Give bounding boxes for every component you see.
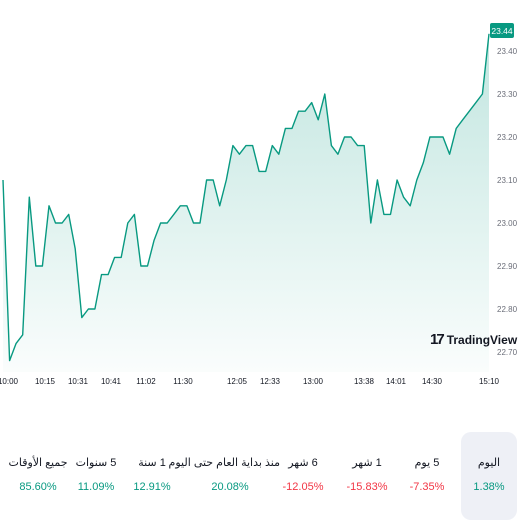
- period-label: منذ بداية العام حتى اليوم: [168, 457, 280, 469]
- x-tick-label: 12:05: [227, 377, 248, 386]
- y-tick-label: 22.90: [497, 262, 518, 271]
- last-price-badge: 23.44: [490, 23, 514, 38]
- x-tick-label: 10:15: [35, 377, 56, 386]
- y-tick-label: 22.80: [497, 305, 518, 314]
- x-tick-label: 10:31: [68, 377, 89, 386]
- period-change: 12.91%: [133, 481, 171, 493]
- y-axis-ticks: 22.70 22.80 22.90 23.00 23.10 23.20 23.30 23.40: [497, 47, 518, 357]
- period-change: -15.83%: [346, 481, 388, 493]
- period-tab[interactable]: 1 سنة 12.91%: [120, 432, 184, 520]
- period-tab[interactable]: 5 سنوات 11.09%: [64, 432, 128, 520]
- y-tick-label: 22.70: [497, 348, 518, 357]
- y-tick-label: 23.00: [497, 219, 518, 228]
- period-label: جميع الأوقات: [8, 457, 68, 469]
- last-price-label: 23.44: [491, 26, 513, 36]
- y-tick-label: 23.40: [497, 47, 518, 56]
- period-label: اليوم: [477, 457, 501, 469]
- y-tick-label: 23.10: [497, 176, 518, 185]
- tradingview-logo-icon: 17: [430, 331, 445, 348]
- x-tick-label: 10:41: [101, 377, 122, 386]
- price-chart[interactable]: 22.70 22.80 22.90 23.00 23.10 23.20 23.30 23.40…: [0, 0, 520, 395]
- x-axis-ticks: 10:00 10:15 10:31 10:41 11:02 11:30 12:05 12:33…: [0, 377, 500, 386]
- period-label: 5 سنوات: [75, 457, 117, 469]
- period-tab[interactable]: اليوم 1.38%: [461, 432, 517, 520]
- x-tick-label: 14:01: [386, 377, 407, 386]
- tradingview-logo-text: TradingView: [446, 332, 518, 347]
- price-line: [2, 33, 490, 362]
- period-tab[interactable]: 5 يوم -7.35%: [395, 432, 459, 520]
- x-tick-label: 14:30: [422, 377, 443, 386]
- period-tab[interactable]: 1 شهر -15.83%: [335, 432, 399, 520]
- x-tick-label: 15:10: [479, 377, 500, 386]
- period-change: 20.08%: [211, 481, 249, 493]
- x-tick-label: 13:00: [303, 377, 324, 386]
- period-change: -12.05%: [282, 481, 324, 493]
- price-area-fill: [3, 33, 489, 373]
- y-tick-label: 23.30: [497, 90, 518, 99]
- period-change: -7.35%: [409, 481, 445, 493]
- period-label: 6 شهر: [288, 457, 318, 469]
- period-tab[interactable]: جميع الأوقات 85.60%: [6, 432, 70, 520]
- period-change: 11.09%: [77, 481, 115, 493]
- x-tick-label: 13:38: [354, 377, 375, 386]
- x-tick-label: 11:30: [173, 377, 193, 386]
- x-tick-label: 11:02: [136, 377, 156, 386]
- period-label: 1 شهر: [352, 457, 382, 469]
- y-tick-label: 23.20: [497, 133, 518, 142]
- x-tick-label: 12:33: [260, 377, 281, 386]
- tradingview-logo: 17 TradingView: [430, 331, 517, 348]
- period-change: 1.38%: [473, 481, 505, 493]
- performance-periods: اليوم 1.38% 5 يوم -7.35% 1 شهر -15.83% 6 شهر -1…: [0, 432, 520, 520]
- period-tab[interactable]: منذ بداية العام حتى اليوم 20.08%: [168, 432, 280, 520]
- period-label: 1 سنة: [138, 457, 166, 469]
- period-label: 5 يوم: [414, 457, 440, 469]
- x-tick-label: 10:00: [0, 377, 19, 386]
- period-tab[interactable]: 6 شهر -12.05%: [271, 432, 335, 520]
- period-change: 85.60%: [19, 481, 57, 493]
